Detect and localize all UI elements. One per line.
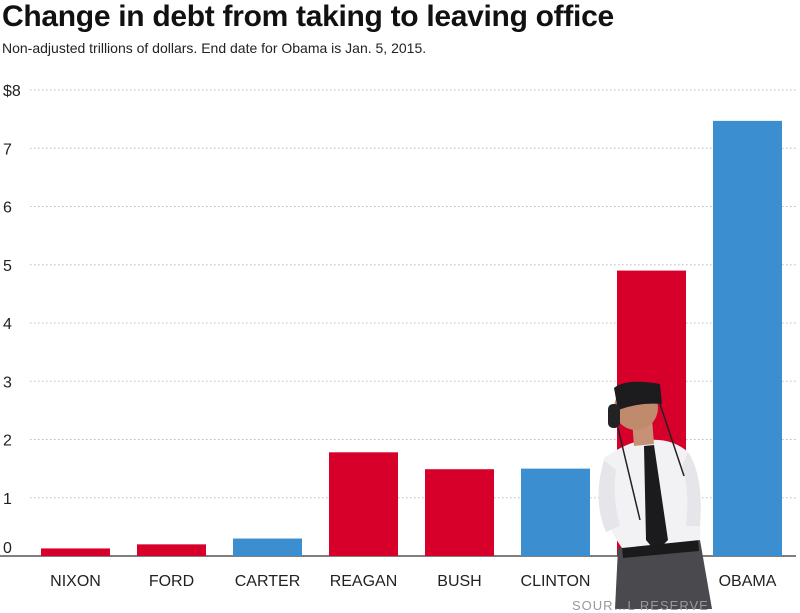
bar-carter — [233, 538, 302, 556]
source-note: SOUR…L RESERVE — [572, 598, 709, 613]
x-category-label: REAGAN — [330, 573, 398, 590]
chart-subtitle: Non-adjusted trillions of dollars. End d… — [2, 40, 427, 56]
y-tick-label: 1 — [3, 491, 12, 508]
bar-obama — [713, 120, 782, 556]
x-axis-labels: NIXON FORD CARTER REAGAN BUSH CLINTON OBAMA — [50, 573, 777, 590]
x-category-label: CARTER — [235, 573, 301, 590]
bar-bush — [425, 469, 494, 556]
x-category-label: OBAMA — [719, 573, 777, 590]
bar-clinton — [521, 468, 590, 556]
y-tick-label: 5 — [3, 258, 12, 275]
y-tick-label: 7 — [3, 141, 12, 158]
y-tick-label: $8 — [3, 83, 21, 100]
bar-reagan — [329, 452, 398, 556]
x-category-label: NIXON — [50, 573, 101, 590]
y-tick-label: 4 — [3, 316, 12, 333]
y-tick-label: 3 — [3, 374, 12, 391]
x-category-label: BUSH — [437, 573, 481, 590]
bar-nixon — [41, 548, 110, 556]
x-category-label: CLINTON — [521, 573, 591, 590]
y-axis-ticks: 0 1 2 3 4 5 6 7 $8 — [3, 83, 21, 557]
y-tick-label: 0 — [3, 540, 12, 557]
bar-ford — [137, 544, 206, 556]
x-category-label: FORD — [149, 573, 194, 590]
chart-title: Change in debt from taking to leaving of… — [2, 0, 614, 33]
y-tick-label: 2 — [3, 433, 12, 450]
y-tick-label: 6 — [3, 200, 12, 217]
